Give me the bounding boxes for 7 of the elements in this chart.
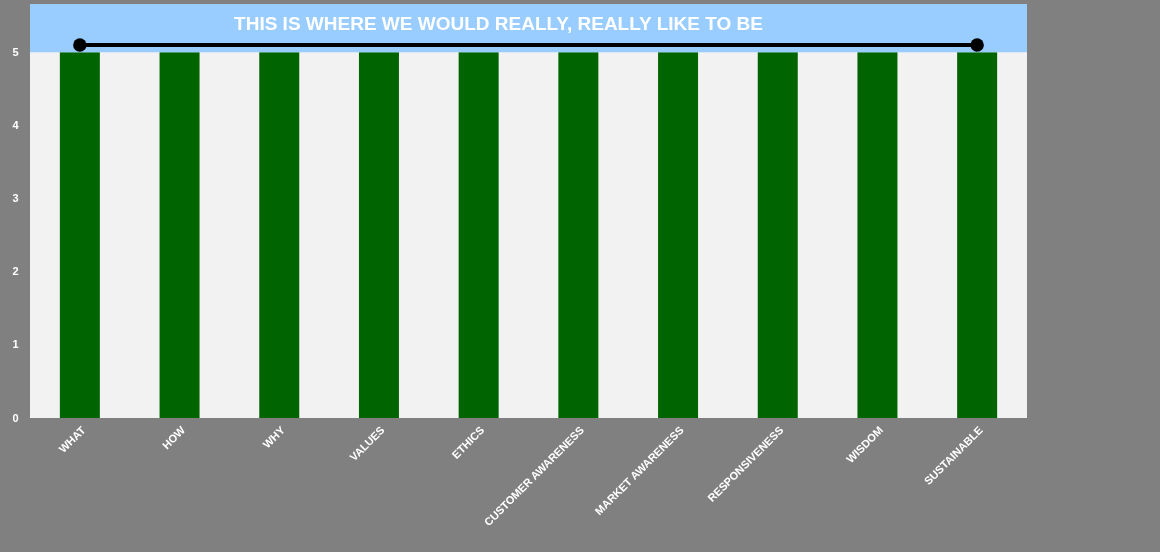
y-tick-label: 1 — [12, 338, 19, 351]
y-tick-label: 4 — [12, 118, 20, 131]
y-tick-label: 2 — [12, 265, 19, 278]
y-tick-label: 0 — [12, 411, 19, 424]
y-tick-label: 5 — [12, 45, 19, 58]
y-tick-label: 3 — [12, 192, 19, 205]
band-label: THIS IS WHERE WE WOULD REALLY, REALLY LIKE TO BE — [234, 13, 763, 35]
